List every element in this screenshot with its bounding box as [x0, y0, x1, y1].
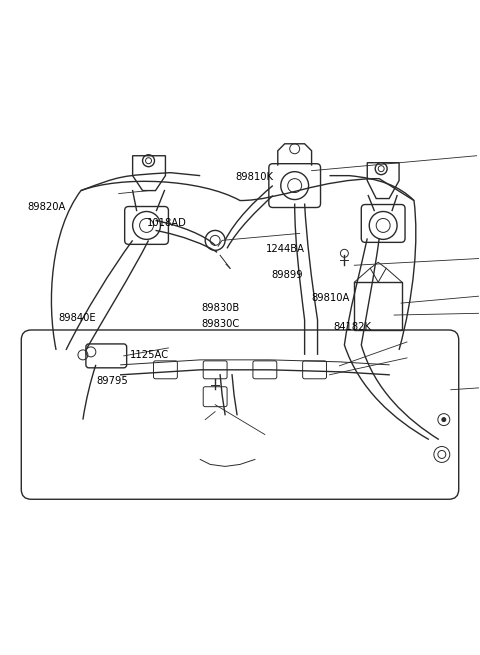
Text: 89899: 89899 — [271, 271, 303, 280]
Text: 84182K: 84182K — [333, 322, 371, 333]
Text: 1018AD: 1018AD — [147, 218, 187, 228]
Text: 89820A: 89820A — [28, 202, 66, 212]
Circle shape — [442, 418, 446, 422]
Text: 1244BA: 1244BA — [266, 244, 305, 254]
Bar — [354, 282, 402, 330]
Text: 89810K: 89810K — [235, 172, 273, 183]
Text: 89830C: 89830C — [202, 319, 240, 329]
Text: 89840E: 89840E — [59, 312, 96, 323]
Text: 1125AC: 1125AC — [130, 350, 169, 360]
Text: 89830B: 89830B — [202, 303, 240, 313]
Text: 89795: 89795 — [97, 376, 129, 386]
Text: 89810A: 89810A — [312, 293, 350, 303]
